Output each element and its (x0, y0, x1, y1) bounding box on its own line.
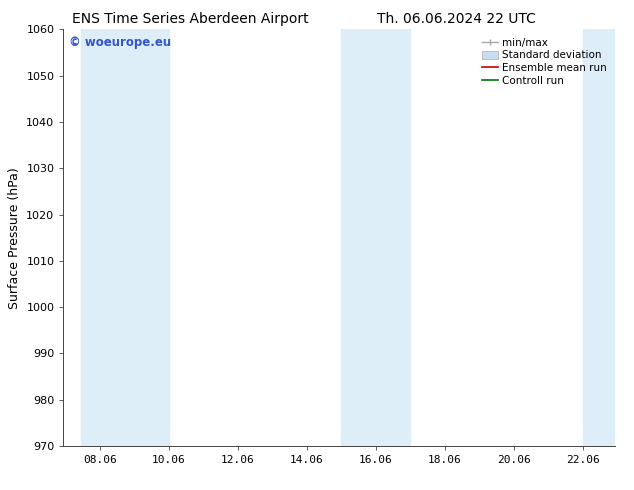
Bar (583, 29, 615, 446)
Y-axis label: Surface Pressure (hPa): Surface Pressure (hPa) (8, 167, 21, 309)
Text: ENS Time Series Aberdeen Airport: ENS Time Series Aberdeen Airport (72, 12, 309, 26)
Legend: min/max, Standard deviation, Ensemble mean run, Controll run: min/max, Standard deviation, Ensemble me… (479, 35, 610, 89)
Bar (341, 29, 410, 446)
Text: © woeurope.eu: © woeurope.eu (69, 36, 171, 49)
Text: Th. 06.06.2024 22 UTC: Th. 06.06.2024 22 UTC (377, 12, 536, 26)
Bar (81, 29, 169, 446)
